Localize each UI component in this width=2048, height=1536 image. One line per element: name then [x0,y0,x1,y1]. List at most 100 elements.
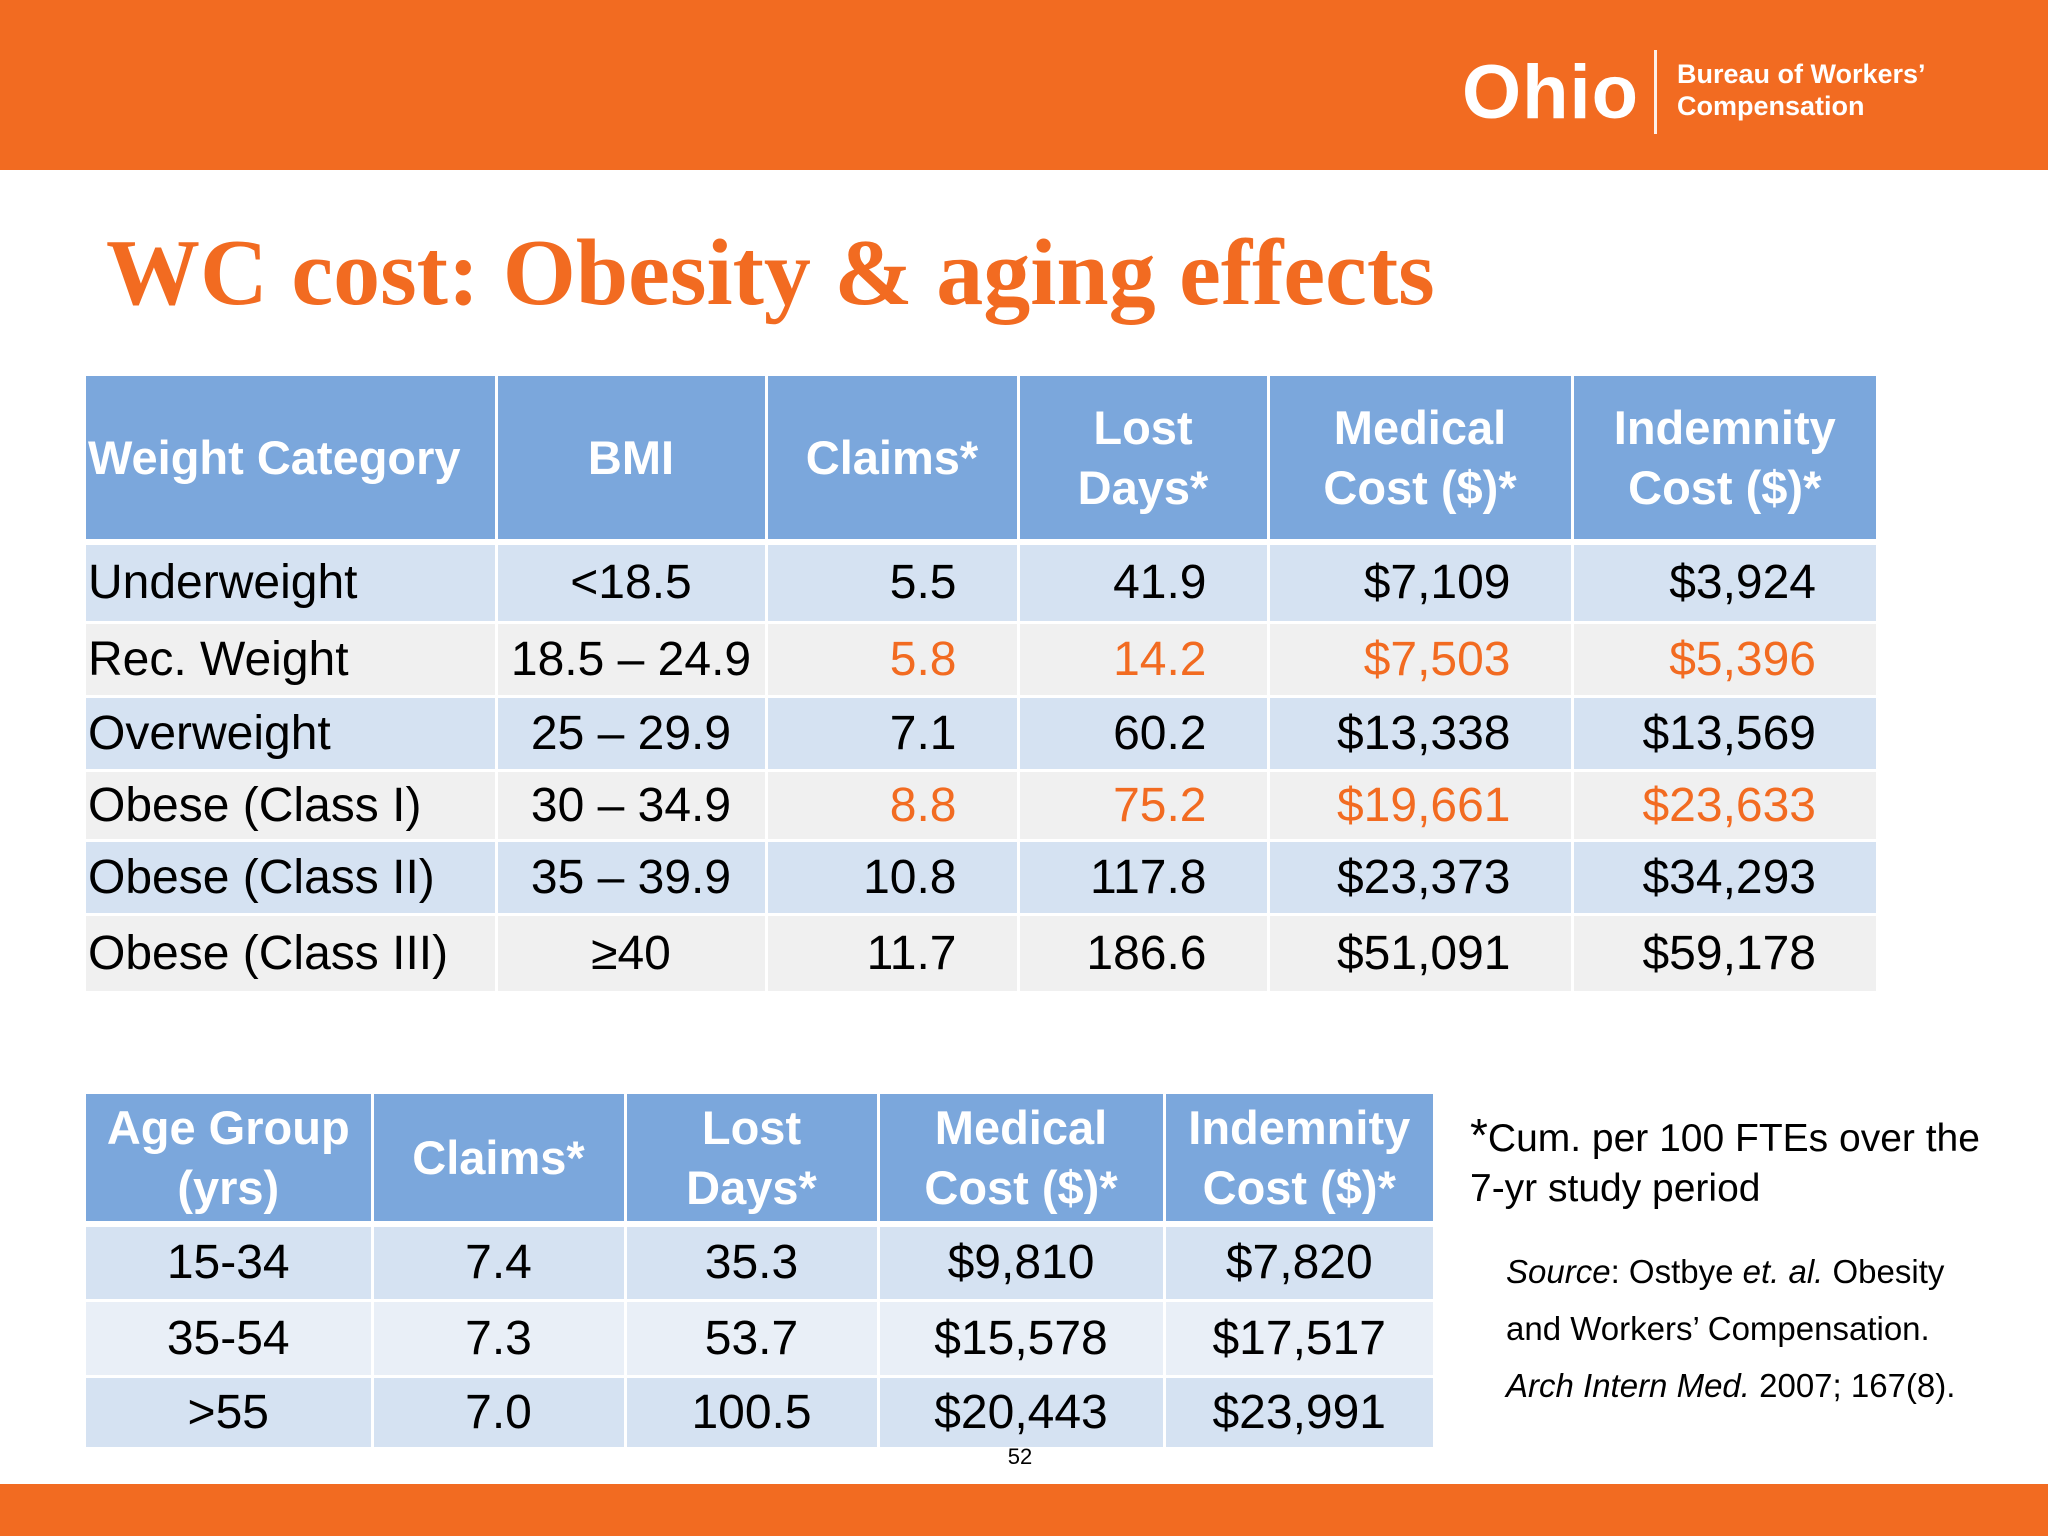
cell-category: Obese (Class III) [86,914,498,994]
cell-medical: $7,503 [1268,622,1574,698]
cell-lost-days: 41.9 [1018,542,1270,624]
cell-bmi: <18.5 [496,542,768,624]
age-table-header-row: Age Group (yrs) Claims* Lost Days* Medical Cos… [86,1094,1433,1227]
cell-lost-days: 53.7 [625,1300,880,1378]
cell-medical: $13,338 [1268,696,1574,772]
weight-header-line: Weight Category [88,430,461,484]
footer-bar [0,1484,2048,1536]
footnote-text: Cum. per 100 FTEs over the 7-yr study pe… [1470,1117,1980,1210]
source-journal: Arch Intern Med. [1506,1367,1750,1404]
cell-bmi: ≥40 [496,914,768,994]
table-row: Obese (Class I) 30 – 34.9 8.8 75.2 $19,661 $2… [86,770,1876,842]
weight-header-line: Days* [1077,460,1209,514]
cell-bmi: 25 – 29.9 [496,696,768,772]
cell-medical: $9,810 [878,1224,1166,1302]
age-header-line: Lost [701,1100,802,1154]
cell-bmi: 30 – 34.9 [496,770,768,842]
cell-medical: $51,091 [1268,914,1574,994]
footnote: *Cum. per 100 FTEs over the 7-yr study p… [1470,1110,1990,1214]
age-header-line: Indemnity [1188,1100,1411,1154]
cell-age: 35-54 [86,1300,374,1378]
cell-lost-days: 14.2 [1018,622,1270,698]
weight-table-header-row: Weight Category BMI Claims* Lost Days* Medica… [86,376,1876,545]
weight-header-4: Medical Cost ($)* [1268,376,1574,545]
source-authors: : Ostbye [1610,1253,1743,1290]
weight-header-line: Cost ($)* [1628,460,1822,514]
cell-category: Overweight [86,696,498,772]
table-row: Overweight 25 – 29.9 7.1 60.2 $13,338 $13,569 [86,696,1876,772]
cell-category: Obese (Class I) [86,770,498,842]
cell-indemnity: $7,820 [1164,1224,1433,1302]
table-row: Obese (Class III) ≥40 11.7 186.6 $51,091 $59,… [86,914,1876,994]
cell-age: >55 [86,1376,374,1450]
table-row: >55 7.0 100.5 $20,443 $23,991 [86,1376,1433,1450]
cell-claims: 11.7 [766,914,1020,994]
cell-claims: 7.4 [372,1224,627,1302]
cell-claims: 7.0 [372,1376,627,1450]
table-row: Underweight <18.5 5.5 41.9 $7,109 $3,924 [86,542,1876,624]
cell-indemnity: $23,633 [1572,770,1876,842]
cell-medical: $7,109 [1268,542,1574,624]
source-citation: Source: Ostbye et. al. Obesity and Worke… [1506,1243,2006,1414]
weight-header-line: Claims* [805,430,979,484]
logo-wordmark: Ohio [1462,50,1640,135]
logo-divider [1654,50,1657,134]
cell-indemnity: $59,178 [1572,914,1876,994]
weight-header-line: Medical [1333,400,1507,454]
weight-header-2: Claims* [766,376,1020,545]
cell-lost-days: 186.6 [1018,914,1270,994]
table-row: 15-34 7.4 35.3 $9,810 $7,820 [86,1224,1433,1302]
slide-title: WC cost: Obesity & aging effects [106,221,1435,325]
table-row: 35-54 7.3 53.7 $15,578 $17,517 [86,1300,1433,1378]
cell-lost-days: 117.8 [1018,840,1270,916]
weight-header-5: Indemnity Cost ($)* [1572,376,1876,545]
cell-category: Rec. Weight [86,622,498,698]
cell-claims: 5.5 [766,542,1020,624]
cell-lost-days: 75.2 [1018,770,1270,842]
age-header-line: Medical [934,1100,1108,1154]
cell-indemnity: $23,991 [1164,1376,1433,1450]
cell-bmi: 18.5 – 24.9 [496,622,768,698]
cell-claims: 5.8 [766,622,1020,698]
cell-age: 15-34 [86,1224,374,1302]
source-label: Source [1506,1253,1611,1290]
weight-category-table: Weight Category BMI Claims* Lost Days* Medica… [86,376,1876,994]
cell-lost-days: 35.3 [625,1224,880,1302]
page-number: 52 [1007,1444,1033,1469]
cell-claims: 8.8 [766,770,1020,842]
source-year: 2007; 167(8). [1749,1367,1956,1404]
cell-category: Obese (Class II) [86,840,498,916]
table-row: Rec. Weight 18.5 – 24.9 5.8 14.2 $7,503 $5,39… [86,622,1876,698]
age-header-0: Age Group (yrs) [86,1094,374,1227]
cell-claims: 7.3 [372,1300,627,1378]
cell-claims: 10.8 [766,840,1020,916]
weight-header-3: Lost Days* [1018,376,1270,545]
cell-medical: $19,661 [1268,770,1574,842]
age-header-1: Claims* [372,1094,627,1227]
age-header-3: Medical Cost ($)* [878,1094,1166,1227]
cell-indemnity: $34,293 [1572,840,1876,916]
footnote-asterisk: * [1470,1109,1488,1161]
cell-indemnity: $3,924 [1572,542,1876,624]
weight-header-line: Lost [1093,400,1193,454]
source-etal: et. al. [1742,1253,1824,1290]
weight-header-1: BMI [496,376,768,545]
cell-medical: $23,373 [1268,840,1574,916]
cell-bmi: 35 – 39.9 [496,840,768,916]
age-header-line: Age Group [106,1100,350,1154]
weight-header-line: Cost ($)* [1323,460,1517,514]
table-row: Obese (Class II) 35 – 39.9 10.8 117.8 $23,37… [86,840,1876,916]
cell-indemnity: $17,517 [1164,1300,1433,1378]
age-header-4: Indemnity Cost ($)* [1164,1094,1433,1227]
age-header-line: Cost ($)* [924,1160,1118,1214]
cell-medical: $15,578 [878,1300,1166,1378]
age-header-line: Cost ($)* [1202,1160,1396,1214]
source-title: Obesity and Workers’ Compensation. [1506,1253,1945,1347]
cell-indemnity: $5,396 [1572,622,1876,698]
weight-header-line: BMI [587,430,675,484]
cell-indemnity: $13,569 [1572,696,1876,772]
cell-lost-days: 100.5 [625,1376,880,1450]
cell-lost-days: 60.2 [1018,696,1270,772]
age-header-2: Lost Days* [625,1094,880,1227]
age-group-table: Age Group (yrs) Claims* Lost Days* Medical Cos… [86,1094,1433,1450]
